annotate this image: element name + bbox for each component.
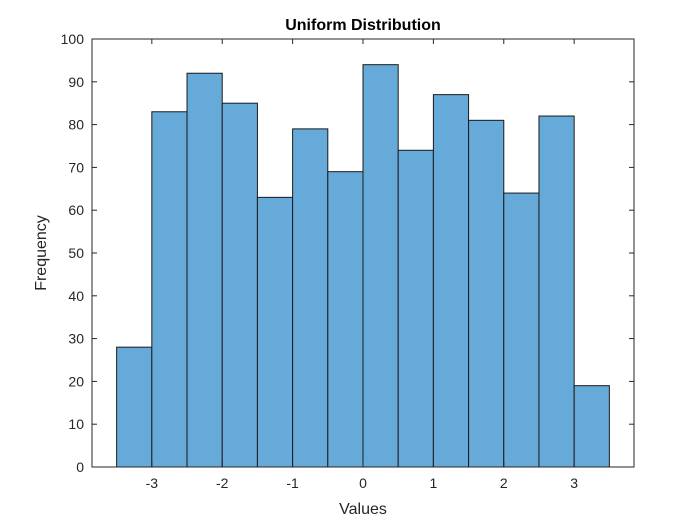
bars-group (116, 64, 610, 468)
histogram-bar (221, 102, 258, 468)
histogram-bar (573, 385, 610, 468)
y-tick-label: 50 (68, 245, 84, 261)
histogram-bar (116, 346, 153, 468)
y-tick-label: 30 (68, 331, 84, 347)
y-tick-label: 70 (68, 159, 84, 175)
x-tick-label: 3 (570, 475, 578, 491)
x-axis-label: Values (339, 501, 387, 518)
x-tick-label: 2 (500, 475, 508, 491)
y-tick-label: 10 (68, 416, 84, 432)
histogram-bar (538, 115, 575, 468)
histogram-bar (397, 149, 434, 468)
y-tick-label: 20 (68, 373, 84, 389)
histogram-bar (151, 111, 188, 468)
histogram-bar (186, 72, 223, 468)
histogram-bar (362, 64, 399, 468)
y-tick-label: 40 (68, 288, 84, 304)
histogram-bar (432, 94, 470, 468)
y-axis-ticks: 0 10 20 30 40 50 60 70 80 90 100 (61, 31, 634, 475)
y-tick-label: 100 (61, 31, 85, 47)
y-tick-label: 0 (76, 459, 84, 475)
y-tick-label: 90 (68, 74, 84, 90)
x-tick-label: -2 (216, 475, 229, 491)
histogram-bar (327, 171, 364, 468)
y-tick-label: 60 (68, 202, 84, 218)
histogram-bar (503, 192, 540, 468)
histogram-bar (292, 128, 329, 468)
x-tick-label: -1 (286, 475, 299, 491)
x-tick-label: -3 (146, 475, 159, 491)
histogram-bar (256, 196, 294, 468)
x-tick-label: 1 (429, 475, 437, 491)
x-tick-label: 0 (359, 475, 367, 491)
chart-title: Uniform Distribution (285, 17, 441, 34)
y-axis-label: Frequency (33, 215, 50, 291)
y-tick-label: 80 (68, 117, 84, 133)
histogram-bar (468, 119, 505, 468)
x-axis-ticks: -3 -2 -1 0 1 2 3 (146, 39, 578, 491)
